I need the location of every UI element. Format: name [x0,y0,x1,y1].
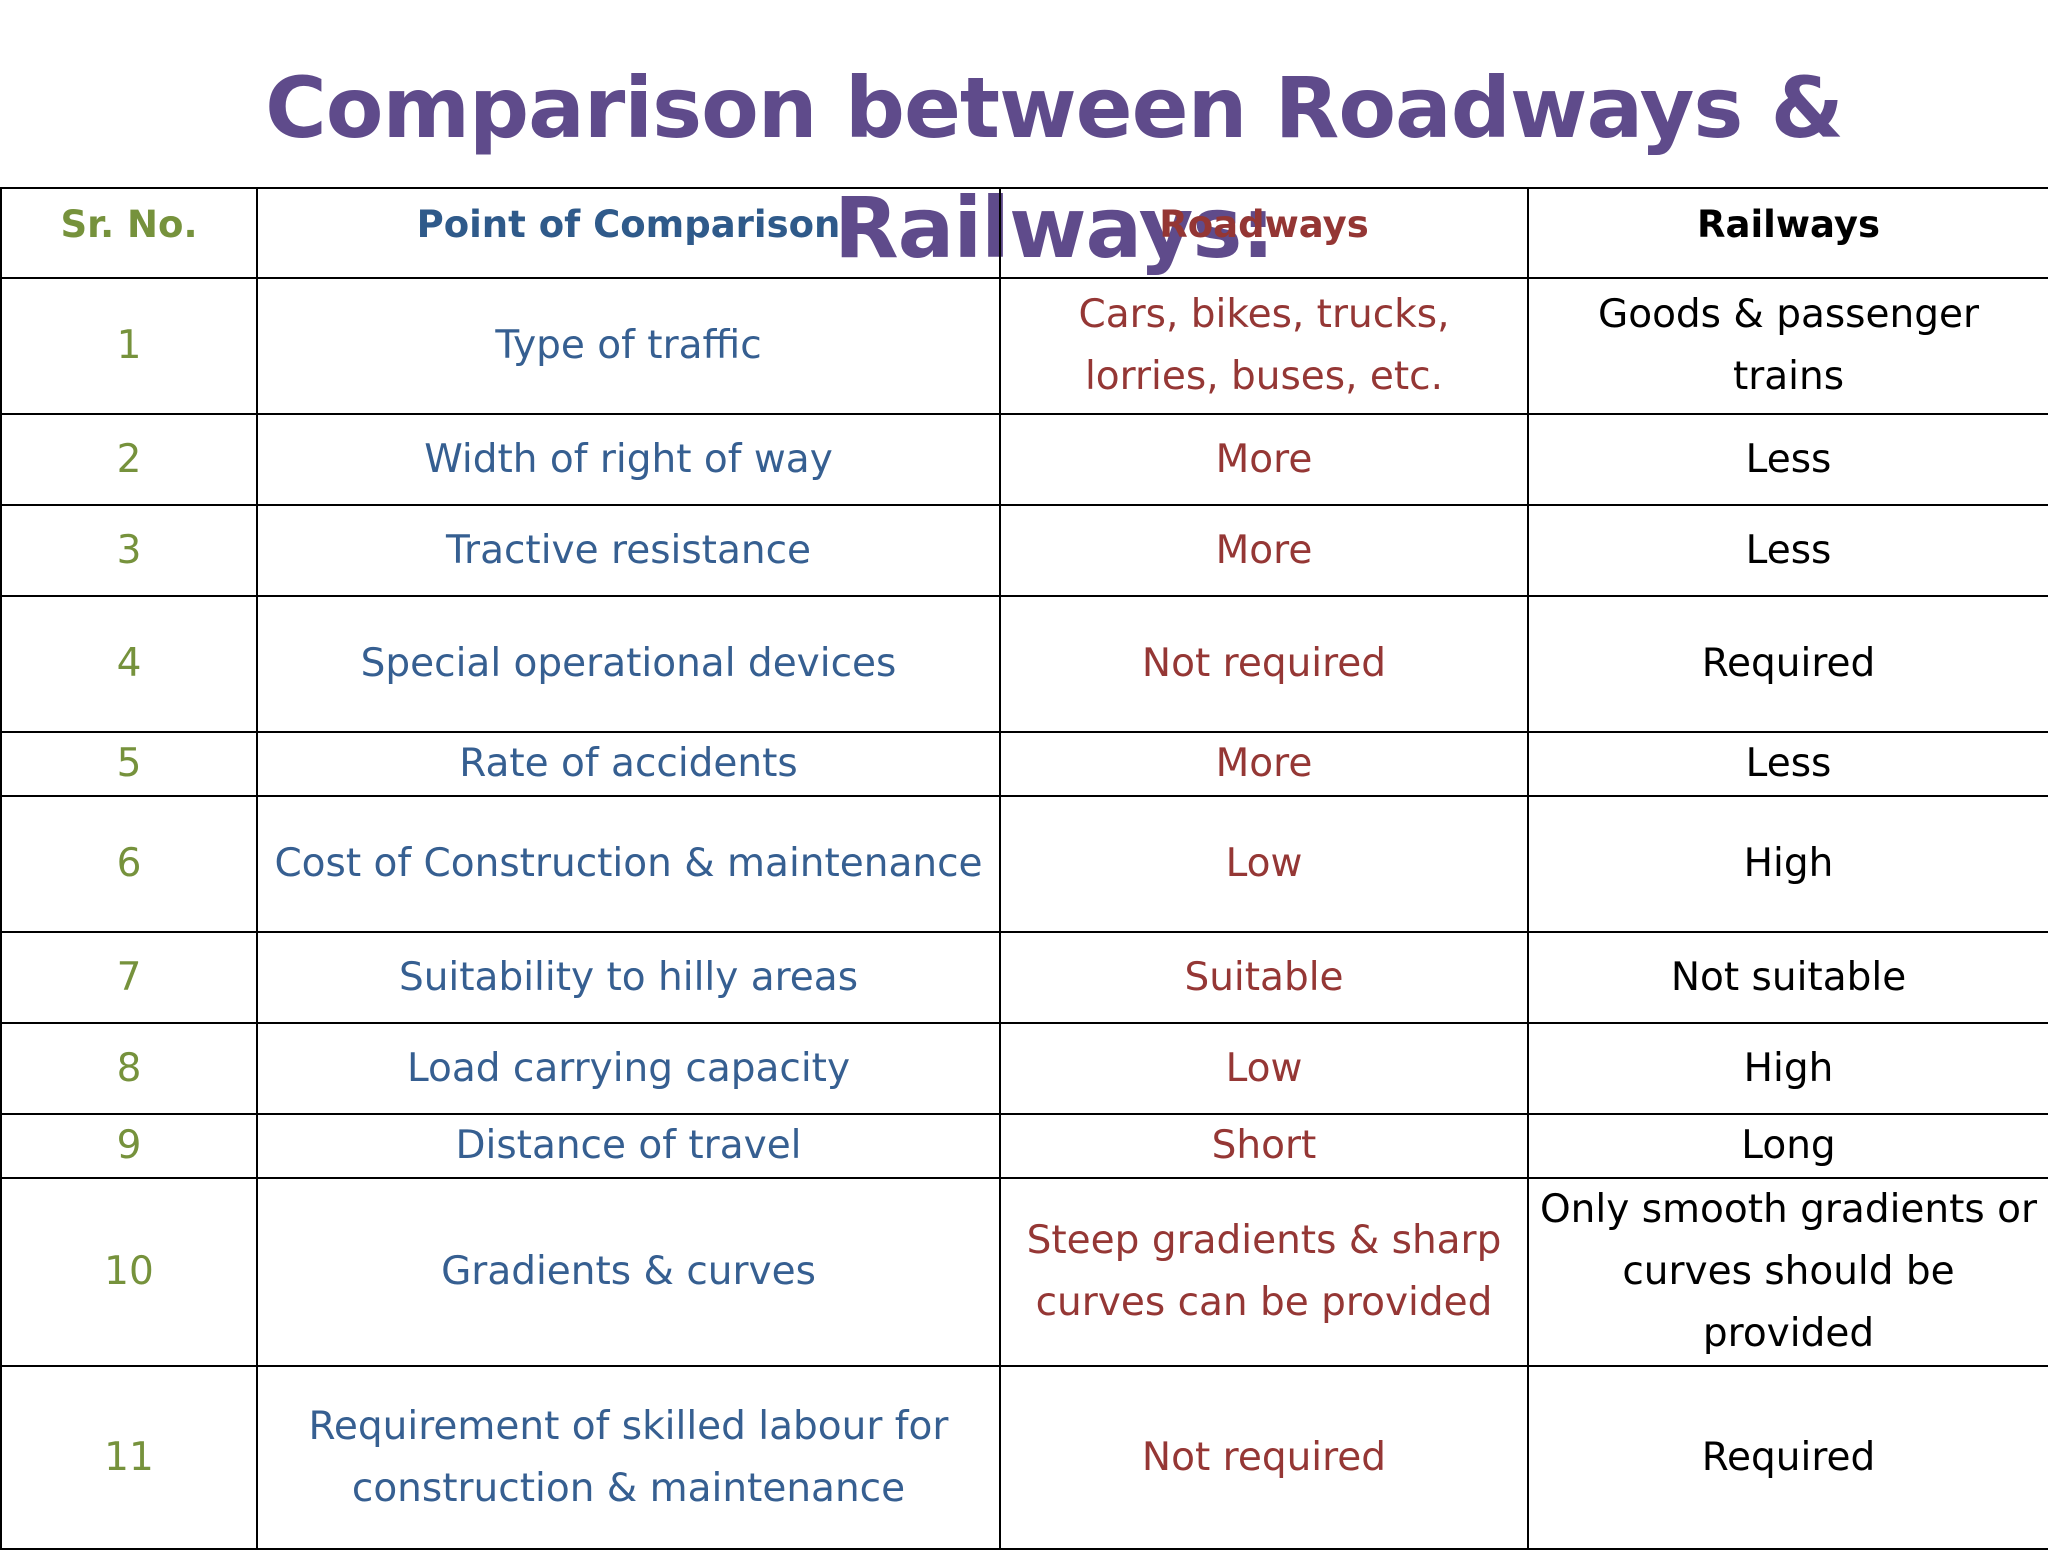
table-row: 5 Rate of accidents More Less [0,731,2048,797]
cell-roadways: Not required [999,595,1529,733]
cell-railways: Not suitable [1527,931,2048,1024]
cell-point: Load carrying capacity [256,1022,1001,1115]
cell-railways: High [1527,1022,2048,1115]
table-header-row: Sr. No. Point of Comparison Roadways Rai… [0,187,2048,279]
cell-roadways: More [999,413,1529,506]
cell-sr-no: 11 [0,1365,258,1550]
cell-roadways: Not required [999,1365,1529,1550]
cell-roadways: Low [999,795,1529,933]
table-row: 1 Type of traffic Cars, bikes, trucks, l… [0,277,2048,415]
header-railways: Railways [1527,187,2048,279]
cell-sr-no: 10 [0,1177,258,1367]
cell-sr-no: 2 [0,413,258,506]
cell-point: Cost of Construction & maintenance [256,795,1001,933]
table-row: 4 Special operational devices Not requir… [0,595,2048,733]
cell-point: Tractive resistance [256,504,1001,597]
cell-roadways: More [999,731,1529,797]
cell-roadways: Suitable [999,931,1529,1024]
cell-sr-no: 8 [0,1022,258,1115]
cell-roadways: Low [999,1022,1529,1115]
cell-railways: Less [1527,504,2048,597]
cell-roadways: More [999,504,1529,597]
cell-railways: High [1527,795,2048,933]
cell-sr-no: 9 [0,1113,258,1179]
cell-sr-no: 1 [0,277,258,415]
cell-sr-no: 4 [0,595,258,733]
cell-railways: Only smooth gradients or curves should b… [1527,1177,2048,1367]
cell-point: Special operational devices [256,595,1001,733]
cell-point: Type of traffic [256,277,1001,415]
cell-railways: Required [1527,1365,2048,1550]
cell-point: Width of right of way [256,413,1001,506]
cell-roadways: Cars, bikes, trucks, lorries, buses, etc… [999,277,1529,415]
cell-sr-no: 5 [0,731,258,797]
cell-point: Gradients & curves [256,1177,1001,1367]
cell-point: Distance of travel [256,1113,1001,1179]
cell-roadways: Steep gradients & sharp curves can be pr… [999,1177,1529,1367]
cell-sr-no: 3 [0,504,258,597]
table-row: 2 Width of right of way More Less [0,413,2048,506]
cell-railways: Less [1527,413,2048,506]
header-roadways: Roadways [999,187,1529,279]
header-point-of-comparison: Point of Comparison [256,187,1001,279]
table-row: 3 Tractive resistance More Less [0,504,2048,597]
cell-sr-no: 7 [0,931,258,1024]
cell-railways: Required [1527,595,2048,733]
page-title: Comparison between Roadways & Railways: [265,59,1844,277]
cell-railways: Less [1527,731,2048,797]
cell-railways: Goods & passenger trains [1527,277,2048,415]
header-sr-no: Sr. No. [0,187,258,279]
table-row: 9 Distance of travel Short Long [0,1113,2048,1179]
table-row: 8 Load carrying capacity Low High [0,1022,2048,1115]
table-row: 6 Cost of Construction & maintenance Low… [0,795,2048,933]
cell-point: Suitability to hilly areas [256,931,1001,1024]
table-row: 11 Requirement of skilled labour for con… [0,1365,2048,1550]
comparison-table: Sr. No. Point of Comparison Roadways Rai… [0,187,2048,1550]
cell-railways: Long [1527,1113,2048,1179]
table-row: 7 Suitability to hilly areas Suitable No… [0,931,2048,1024]
cell-point: Requirement of skilled labour for constr… [256,1365,1001,1550]
cell-sr-no: 6 [0,795,258,933]
cell-roadways: Short [999,1113,1529,1179]
cell-point: Rate of accidents [256,731,1001,797]
table-row: 10 Gradients & curves Steep gradients & … [0,1177,2048,1367]
